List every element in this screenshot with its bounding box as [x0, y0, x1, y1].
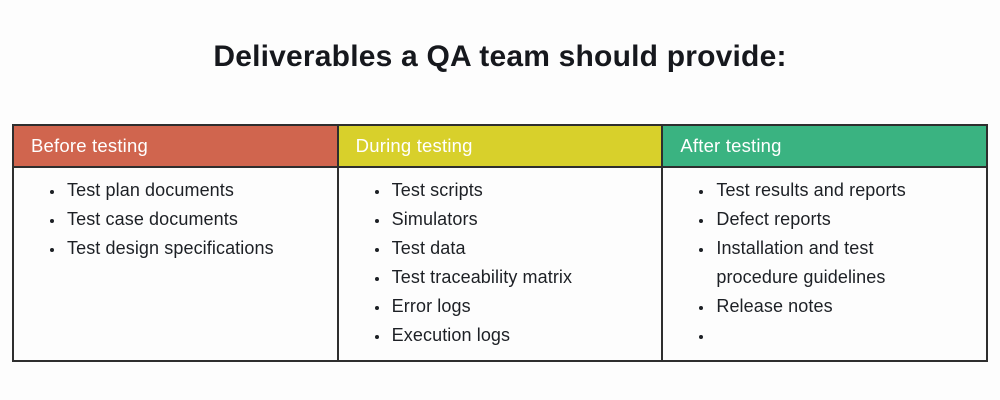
list-item: Installation and test procedure guidelin… [714, 234, 954, 292]
column-header-before-testing: Before testing [14, 126, 337, 168]
deliverables-list-after: Test results and reportsDefect reportsIn… [663, 176, 978, 350]
deliverables-list-during: Test scriptsSimulatorsTest dataTest trac… [339, 176, 654, 350]
list-item: Test traceability matrix [390, 263, 654, 292]
list-item: Test plan documents [65, 176, 329, 205]
column-before-testing: Before testing Test plan documentsTest c… [14, 126, 337, 360]
list-item: Test case documents [65, 205, 329, 234]
page-title: Deliverables a QA team should provide: [213, 40, 787, 73]
list-item: Test data [390, 234, 654, 263]
column-body-during-testing: Test scriptsSimulatorsTest dataTest trac… [339, 168, 662, 360]
column-body-before-testing: Test plan documentsTest case documentsTe… [14, 168, 337, 360]
list-item: Release notes [714, 292, 954, 321]
column-header-after-testing: After testing [663, 126, 987, 168]
list-item: Error logs [390, 292, 654, 321]
list-item [714, 321, 954, 350]
deliverables-table: Before testing Test plan documentsTest c… [12, 124, 988, 362]
list-item: Test results and reports [714, 176, 954, 205]
list-item: Simulators [390, 205, 654, 234]
list-item: Test design specifications [65, 234, 329, 263]
deliverables-list-before: Test plan documentsTest case documentsTe… [14, 176, 329, 263]
list-item: Defect reports [714, 205, 954, 234]
list-item: Test scripts [390, 176, 654, 205]
column-during-testing: During testing Test scriptsSimulatorsTes… [336, 126, 662, 360]
list-item: Execution logs [390, 321, 654, 350]
column-after-testing: After testing Test results and reportsDe… [661, 126, 987, 360]
column-body-after-testing: Test results and reportsDefect reportsIn… [663, 168, 986, 360]
column-header-during-testing: During testing [338, 126, 662, 168]
